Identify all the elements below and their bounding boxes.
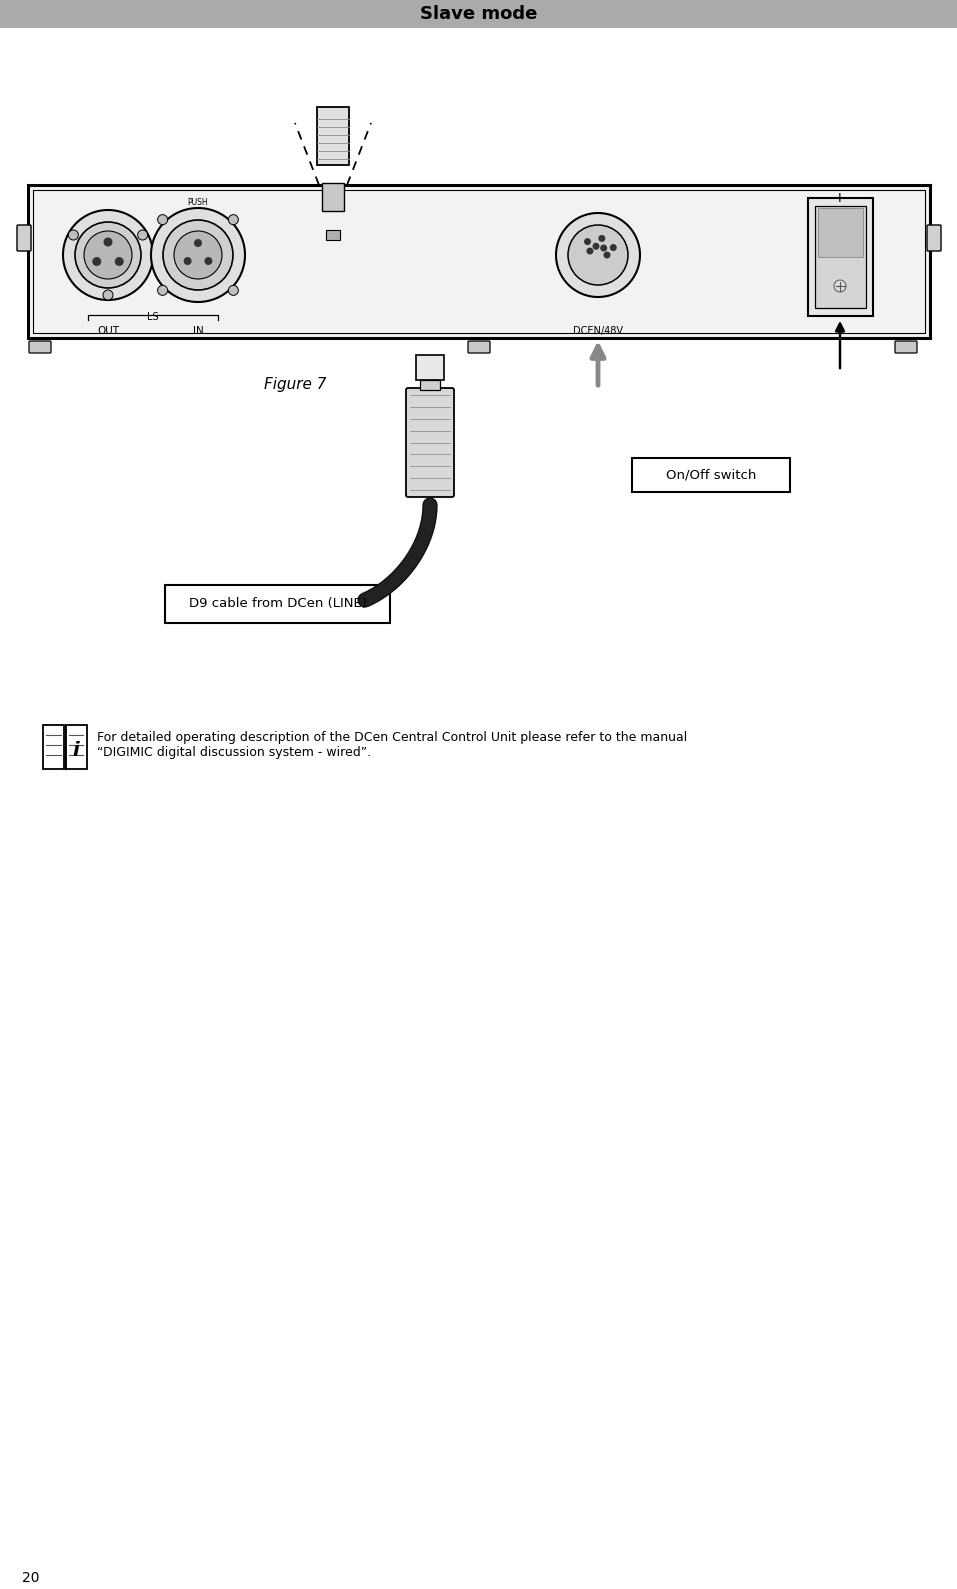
Circle shape [584,238,591,245]
Circle shape [92,257,101,265]
Circle shape [158,215,167,224]
FancyBboxPatch shape [29,342,51,353]
Circle shape [604,251,611,259]
FancyBboxPatch shape [43,725,64,769]
FancyBboxPatch shape [66,725,87,769]
FancyBboxPatch shape [317,106,349,165]
Circle shape [556,213,640,297]
Text: D9 cable from DCen (LINE): D9 cable from DCen (LINE) [189,597,367,610]
Circle shape [63,210,153,300]
Circle shape [568,226,628,284]
FancyBboxPatch shape [322,183,344,211]
FancyBboxPatch shape [815,207,866,308]
FancyBboxPatch shape [0,0,957,29]
Circle shape [587,248,593,254]
FancyBboxPatch shape [808,199,873,316]
Text: PUSH: PUSH [188,199,209,207]
Circle shape [151,208,245,302]
Text: i: i [73,742,79,761]
Text: I: I [838,192,842,205]
FancyBboxPatch shape [165,585,390,623]
Circle shape [229,286,238,296]
Circle shape [834,280,846,292]
FancyBboxPatch shape [468,342,490,353]
Circle shape [205,257,212,265]
Text: LS: LS [147,311,159,323]
Text: Figure 7: Figure 7 [264,378,326,392]
Circle shape [592,243,599,249]
Circle shape [158,286,167,296]
Circle shape [75,222,141,288]
Circle shape [229,215,238,224]
Text: For detailed operating description of the DCen Central Control Unit please refer: For detailed operating description of th… [97,731,687,760]
FancyBboxPatch shape [406,388,454,497]
Circle shape [68,230,78,240]
FancyBboxPatch shape [416,354,444,380]
Circle shape [163,219,233,291]
Circle shape [174,230,222,280]
FancyBboxPatch shape [632,458,790,493]
FancyBboxPatch shape [326,230,340,240]
Circle shape [103,237,113,246]
Text: Slave mode: Slave mode [420,5,537,22]
FancyBboxPatch shape [895,342,917,353]
Circle shape [103,291,113,300]
Text: 20: 20 [22,1572,39,1584]
Circle shape [84,230,132,280]
Circle shape [138,230,147,240]
Text: OUT: OUT [97,326,119,335]
FancyBboxPatch shape [927,226,941,251]
Circle shape [600,245,607,251]
FancyBboxPatch shape [28,184,930,338]
Circle shape [115,257,123,265]
Text: IN: IN [192,326,204,335]
Text: 0: 0 [836,326,843,335]
Text: On/Off switch: On/Off switch [666,469,756,481]
Circle shape [184,257,191,265]
FancyBboxPatch shape [420,380,440,389]
Circle shape [598,235,606,242]
Circle shape [610,245,616,251]
Text: DCEN/48V: DCEN/48V [573,326,623,335]
FancyBboxPatch shape [818,208,863,257]
Circle shape [194,238,202,246]
FancyBboxPatch shape [17,226,31,251]
